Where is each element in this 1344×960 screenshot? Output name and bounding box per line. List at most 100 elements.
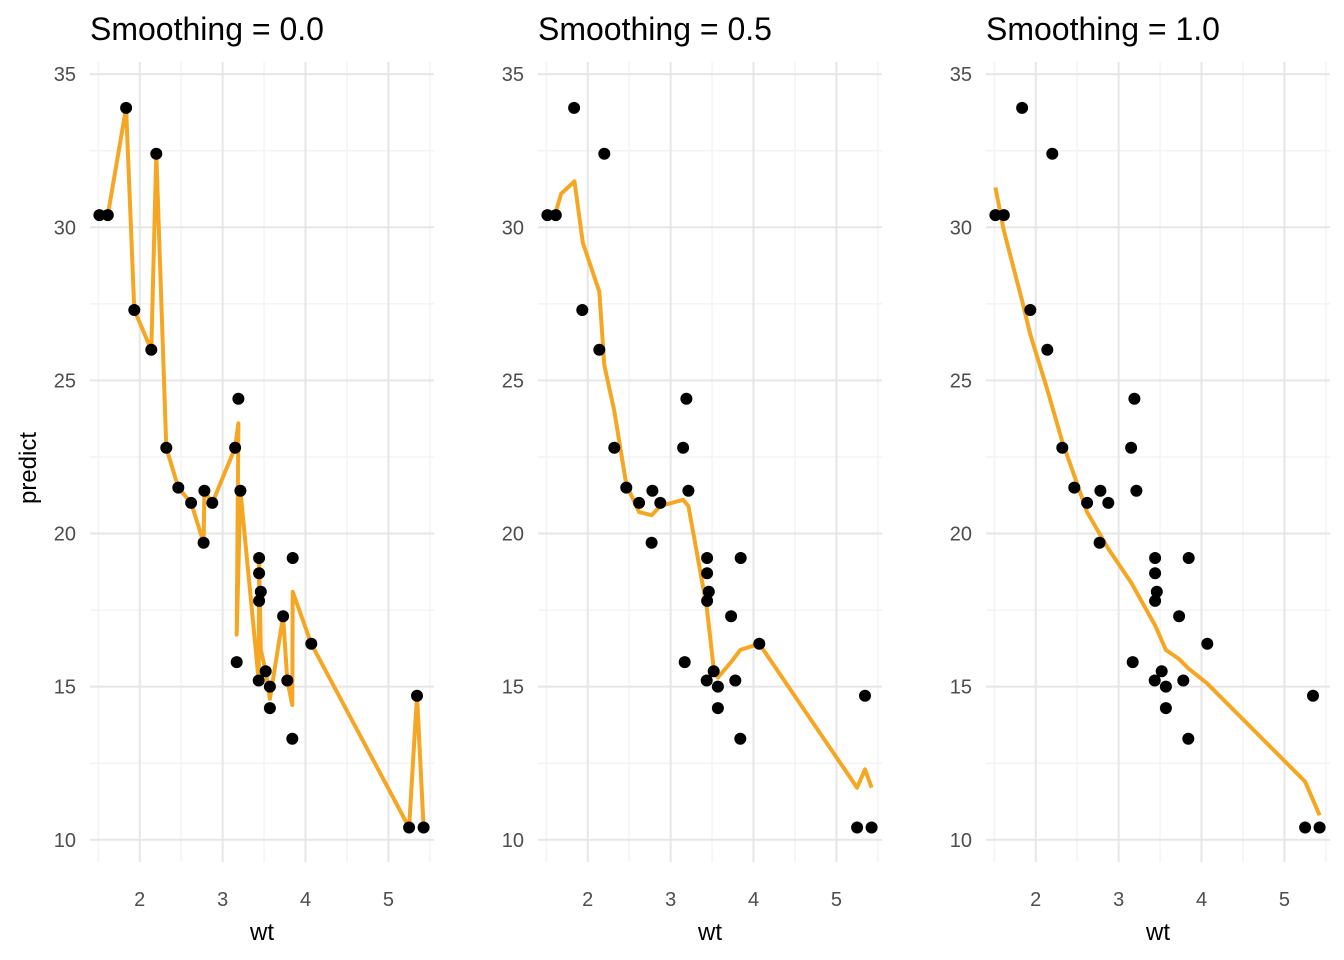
smoothed-line (99, 105, 426, 830)
y-tick-label: 15 (502, 677, 524, 699)
y-tick-label: 35 (54, 64, 76, 86)
data-point (997, 209, 1010, 222)
data-point (198, 484, 211, 497)
data-point (185, 496, 198, 509)
data-point (645, 536, 658, 549)
data-point (633, 496, 646, 509)
data-point (541, 209, 554, 222)
x-tick-label: 5 (831, 889, 842, 911)
x-tick-label: 3 (665, 889, 676, 911)
data-point (1102, 496, 1115, 509)
data-point (734, 552, 747, 564)
panel-title: Smoothing = 1.0 (986, 11, 1220, 47)
y-tick-label: 15 (54, 677, 76, 699)
data-point (1201, 637, 1214, 650)
panel-0: 10 15 20 25 30 35 2 3 4 5 Smoothing = 0.0 wt (54, 11, 434, 946)
data-point (654, 496, 667, 509)
y-tick-label: 10 (950, 830, 972, 852)
data-point (753, 637, 766, 650)
x-tick-label: 4 (300, 889, 311, 911)
data-point (711, 680, 724, 693)
x-tick-label: 2 (582, 889, 593, 911)
panel-title: Smoothing = 0.5 (538, 11, 772, 47)
x-axis-title: wt (697, 919, 722, 946)
data-point (253, 594, 266, 607)
data-point (252, 674, 265, 687)
data-point (568, 101, 581, 114)
data-point (1150, 585, 1163, 598)
data-point (682, 484, 695, 497)
x-tick-label: 2 (134, 889, 145, 911)
data-point (1307, 689, 1319, 702)
data-point (859, 689, 871, 702)
x-tick-label: 5 (383, 889, 394, 911)
panel-1: 10 15 20 25 30 35 2 3 4 5 Smoothing = 0.5 wt (502, 11, 882, 946)
y-tick-label: 30 (950, 217, 972, 239)
data-point (1182, 732, 1195, 745)
data-point (576, 304, 589, 316)
y-tick-label: 25 (502, 370, 524, 392)
y-tick-label: 20 (502, 524, 524, 546)
data-point (680, 392, 693, 405)
data-point (1126, 656, 1139, 669)
x-tick-label: 5 (1279, 889, 1290, 911)
data-point (702, 585, 715, 598)
data-point (701, 552, 714, 564)
data-point (1182, 552, 1195, 564)
data-point (608, 441, 621, 454)
data-point (1148, 674, 1161, 687)
data-point (277, 610, 290, 623)
data-point (206, 496, 219, 509)
x-tick-label: 3 (1113, 889, 1124, 911)
data-point (1159, 680, 1172, 693)
data-point (1149, 567, 1162, 580)
x-tick-label: 3 (217, 889, 228, 911)
data-point (1056, 441, 1069, 454)
data-point (172, 481, 185, 494)
data-point (701, 567, 714, 580)
x-axis-title: wt (1145, 919, 1170, 946)
y-tick-label: 30 (54, 217, 76, 239)
data-point (1094, 484, 1107, 497)
y-tick-label: 20 (950, 524, 972, 546)
y-axis-title: predict (15, 432, 42, 504)
data-point (259, 665, 272, 678)
data-point (101, 209, 114, 222)
panel-2: 10 15 20 25 30 35 2 3 4 5 Smoothing = 1.0 wt (950, 11, 1330, 946)
y-tick-label: 35 (950, 64, 972, 86)
data-point (160, 441, 173, 454)
data-point (403, 821, 416, 834)
y-tick-label: 25 (54, 370, 76, 392)
data-point (1149, 594, 1162, 607)
y-tick-label: 10 (502, 830, 524, 852)
data-point (145, 343, 158, 356)
data-point (253, 567, 266, 580)
data-point (549, 209, 562, 222)
data-point (1093, 536, 1106, 549)
data-point (417, 821, 430, 834)
data-point (286, 552, 299, 564)
data-point (1313, 821, 1326, 834)
y-tick-label: 25 (950, 370, 972, 392)
data-point (1041, 343, 1054, 356)
data-point (1125, 441, 1138, 454)
data-point (598, 147, 611, 160)
x-tick-label: 4 (1196, 889, 1207, 911)
data-point (677, 441, 690, 454)
y-tick-label: 10 (54, 830, 76, 852)
data-point (734, 732, 747, 745)
data-point (234, 484, 247, 497)
data-point (865, 821, 878, 834)
y-tick-label: 30 (502, 217, 524, 239)
data-point (254, 585, 267, 598)
data-point (593, 343, 606, 356)
data-point (1173, 610, 1186, 623)
data-point (620, 481, 633, 494)
data-point (150, 147, 163, 160)
x-tick-label: 4 (748, 889, 759, 911)
y-tick-label: 35 (502, 64, 524, 86)
y-tick-label: 15 (950, 677, 972, 699)
x-axis-title: wt (249, 919, 274, 946)
data-point (197, 536, 210, 549)
